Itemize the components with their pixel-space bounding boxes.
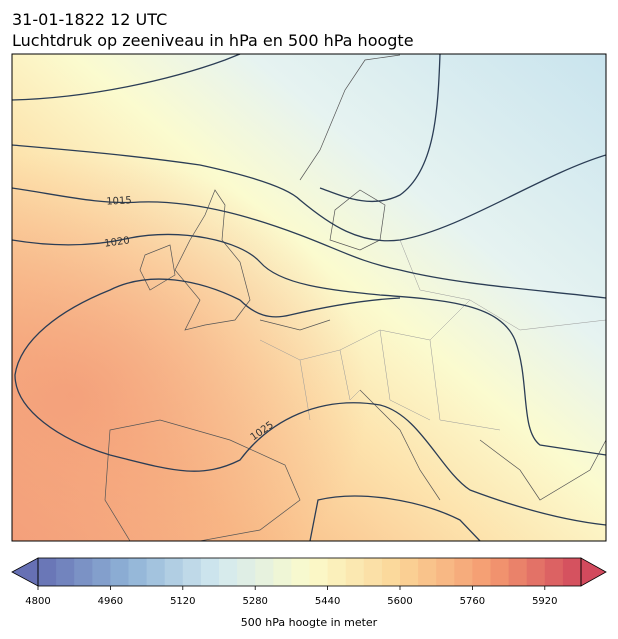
colorbar-band — [38, 558, 57, 586]
contour — [14, 278, 606, 526]
tick-label: 4960 — [98, 596, 123, 607]
map-frame — [11, 53, 607, 542]
colorbar-band — [273, 558, 292, 586]
tick-label: 5120 — [170, 596, 195, 607]
subtitle: Luchtdruk op zeeniveau in hPa en 500 hPa… — [12, 31, 414, 50]
colorbar-extend-low — [11, 557, 39, 587]
colorbar-band — [56, 558, 75, 586]
colorbar-band — [363, 558, 383, 586]
colorbar: 4800 4960 5120 5280 5440 5600 5760 5920 — [11, 557, 607, 607]
colorbar-band — [237, 558, 256, 586]
colorbar-band — [544, 558, 564, 586]
colorbar-band — [309, 558, 329, 586]
colorbar-band — [472, 558, 491, 586]
coastline — [104, 54, 606, 541]
tick-label: 5280 — [242, 596, 267, 607]
contour — [12, 144, 606, 242]
colorbar-band — [562, 558, 582, 586]
colorbar-band — [454, 558, 473, 586]
borders — [259, 239, 606, 431]
tick-label: 5760 — [460, 596, 485, 607]
contour-label: 1015 — [106, 195, 132, 207]
colorbar-band — [219, 558, 238, 586]
colorbar-band — [526, 558, 546, 586]
colorbar-extend-high — [580, 557, 607, 587]
colorbar-frame — [37, 557, 582, 587]
colorbar-band — [400, 558, 419, 586]
colorbar-band — [110, 558, 129, 586]
contour — [12, 54, 241, 101]
colorbar-band — [200, 558, 220, 586]
colorbar-band — [164, 558, 184, 586]
tick-label: 4800 — [25, 596, 50, 607]
contour — [12, 233, 606, 456]
colorbar-band — [508, 558, 528, 586]
colorbar-band — [418, 558, 437, 586]
colorbar-band — [92, 558, 111, 586]
tick-label: 5440 — [315, 596, 340, 607]
title: 31-01-1822 12 UTC — [12, 10, 167, 29]
tick-label: 5600 — [387, 596, 412, 607]
contour — [319, 54, 441, 203]
colorbar-band — [490, 558, 510, 586]
contour-label: 1020 — [104, 235, 131, 249]
colorbar-band — [436, 558, 455, 586]
colorbar-band — [74, 558, 93, 586]
contour — [309, 495, 481, 541]
tick-label: 5920 — [532, 596, 557, 607]
colorbar-band — [327, 558, 347, 586]
colorbar-band — [146, 558, 166, 586]
colorbar-band — [255, 558, 274, 586]
colorbar-band — [128, 558, 148, 586]
colorbar-band — [345, 558, 365, 586]
colorbar-band — [381, 558, 401, 586]
colorbar-label: 500 hPa hoogte in meter — [241, 616, 378, 629]
colorbar-band — [291, 558, 310, 586]
colorbar-band — [182, 558, 202, 586]
contour — [12, 187, 606, 299]
map: 1015 1020 1025 — [12, 54, 606, 541]
